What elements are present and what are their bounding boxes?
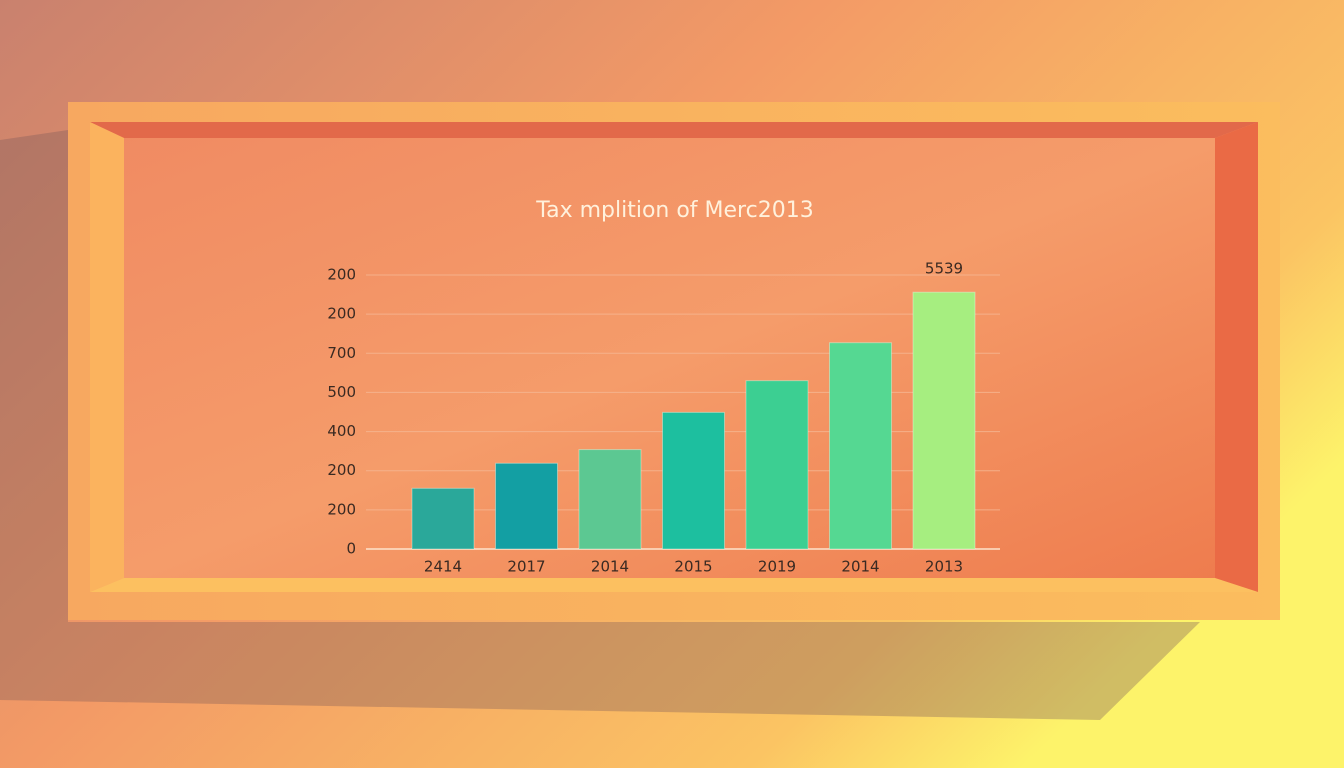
x-tick-label: 2019: [758, 558, 796, 576]
panel-floor: [90, 578, 1258, 592]
x-tick-label: 2414: [424, 558, 462, 576]
bar: [411, 487, 475, 550]
annotation: 5539: [925, 260, 963, 278]
y-tick-label: 400: [327, 422, 356, 440]
panel-right-wall: [1215, 122, 1258, 592]
bar: [829, 342, 892, 550]
bar: [662, 411, 725, 550]
frame-shadow: [0, 130, 1200, 720]
y-tick-label: 200: [327, 305, 356, 323]
x-tick-label: 2014: [591, 558, 629, 576]
bar: [745, 380, 809, 550]
panel-left-wall: [90, 122, 124, 592]
y-tick-label: 200: [327, 500, 356, 518]
bar: [912, 291, 976, 550]
x-tick-label: 2014: [841, 558, 879, 576]
x-tick-label: 2015: [674, 558, 712, 576]
bar: [578, 449, 642, 550]
y-tick-label: 0: [346, 540, 356, 558]
y-tick-label: 500: [327, 383, 356, 401]
x-tick-label: 2013: [925, 558, 963, 576]
y-tick-label: 200: [327, 461, 356, 479]
y-tick-label: 700: [327, 344, 356, 362]
panel-top-wall: [90, 122, 1258, 138]
x-tick-label: 2017: [507, 558, 545, 576]
y-tick-label: 200: [327, 266, 356, 284]
bar: [495, 462, 558, 550]
chart-title: Tax mplition of Merc2013: [535, 198, 813, 223]
